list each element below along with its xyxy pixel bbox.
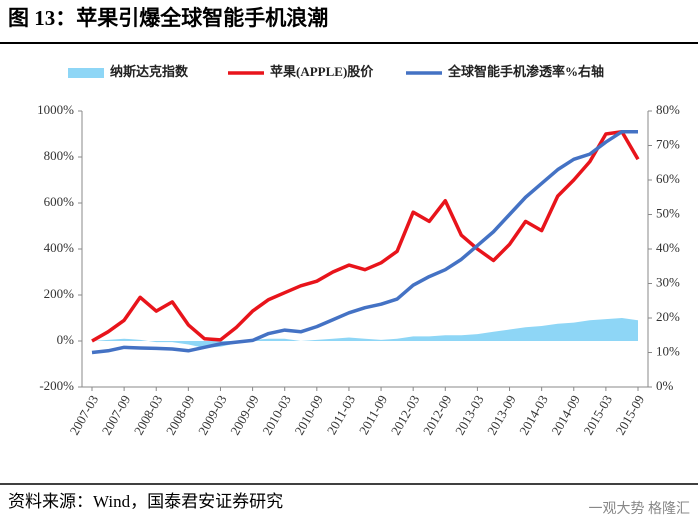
y2-tick-label: 50% [656, 205, 680, 220]
x-tick-label: 2011-03 [324, 392, 358, 437]
x-tick-label: 2011-09 [356, 392, 390, 437]
x-tick-label: 2010-03 [259, 392, 294, 437]
watermark: 一观大势 格隆汇 [589, 501, 691, 517]
x-tick-label: 2012-03 [388, 392, 423, 437]
x-tick-label: 2014-03 [516, 392, 551, 437]
source-note: 资料来源：Wind，国泰君安证券研究 [8, 492, 283, 511]
y2-tick-label: 60% [656, 171, 680, 186]
x-tick-label: 2007-03 [67, 392, 102, 437]
y2-tick-label: 40% [656, 240, 680, 255]
x-tick-label: 2010-09 [291, 392, 326, 437]
legend-label: 苹果(APPLE)股价 [270, 64, 374, 79]
y2-tick-label: 0% [656, 378, 674, 393]
x-tick-label: 2009-03 [195, 392, 230, 437]
y-tick-label: 600% [44, 194, 75, 209]
y-tick-label: 1000% [37, 102, 74, 117]
legend-label: 全球智能手机渗透率%右轴 [447, 64, 604, 79]
x-tick-label: 2008-09 [163, 392, 198, 437]
y2-tick-label: 70% [656, 136, 680, 151]
y-tick-label: 0% [57, 332, 75, 347]
y-tick-label: 400% [44, 240, 75, 255]
area [92, 318, 638, 348]
x-tick-label: 2015-03 [580, 392, 615, 437]
y-tick-label: 800% [44, 148, 75, 163]
x-tick-label: 2007-09 [99, 392, 134, 437]
chart-title: 图 13：苹果引爆全球智能手机浪潮 [8, 6, 328, 30]
x-tick-label: 2014-09 [548, 392, 583, 437]
x-tick-label: 2009-09 [227, 392, 262, 437]
y-tick-label: 200% [44, 286, 75, 301]
line [91, 129, 640, 343]
x-tick-label: 2013-09 [484, 392, 519, 437]
legend-swatch [68, 68, 104, 78]
legend-label: 纳斯达克指数 [110, 64, 189, 79]
y-tick-label: -200% [39, 378, 74, 393]
x-tick-label: 2013-03 [452, 392, 487, 437]
x-tick-label: 2008-03 [131, 392, 166, 437]
x-tick-label: 2012-09 [420, 392, 455, 437]
y2-tick-label: 20% [656, 309, 680, 324]
y2-tick-label: 80% [656, 102, 680, 117]
y2-tick-label: 10% [656, 343, 680, 358]
x-tick-label: 2015-09 [613, 392, 648, 437]
line [91, 129, 638, 355]
y2-tick-label: 30% [656, 274, 680, 289]
